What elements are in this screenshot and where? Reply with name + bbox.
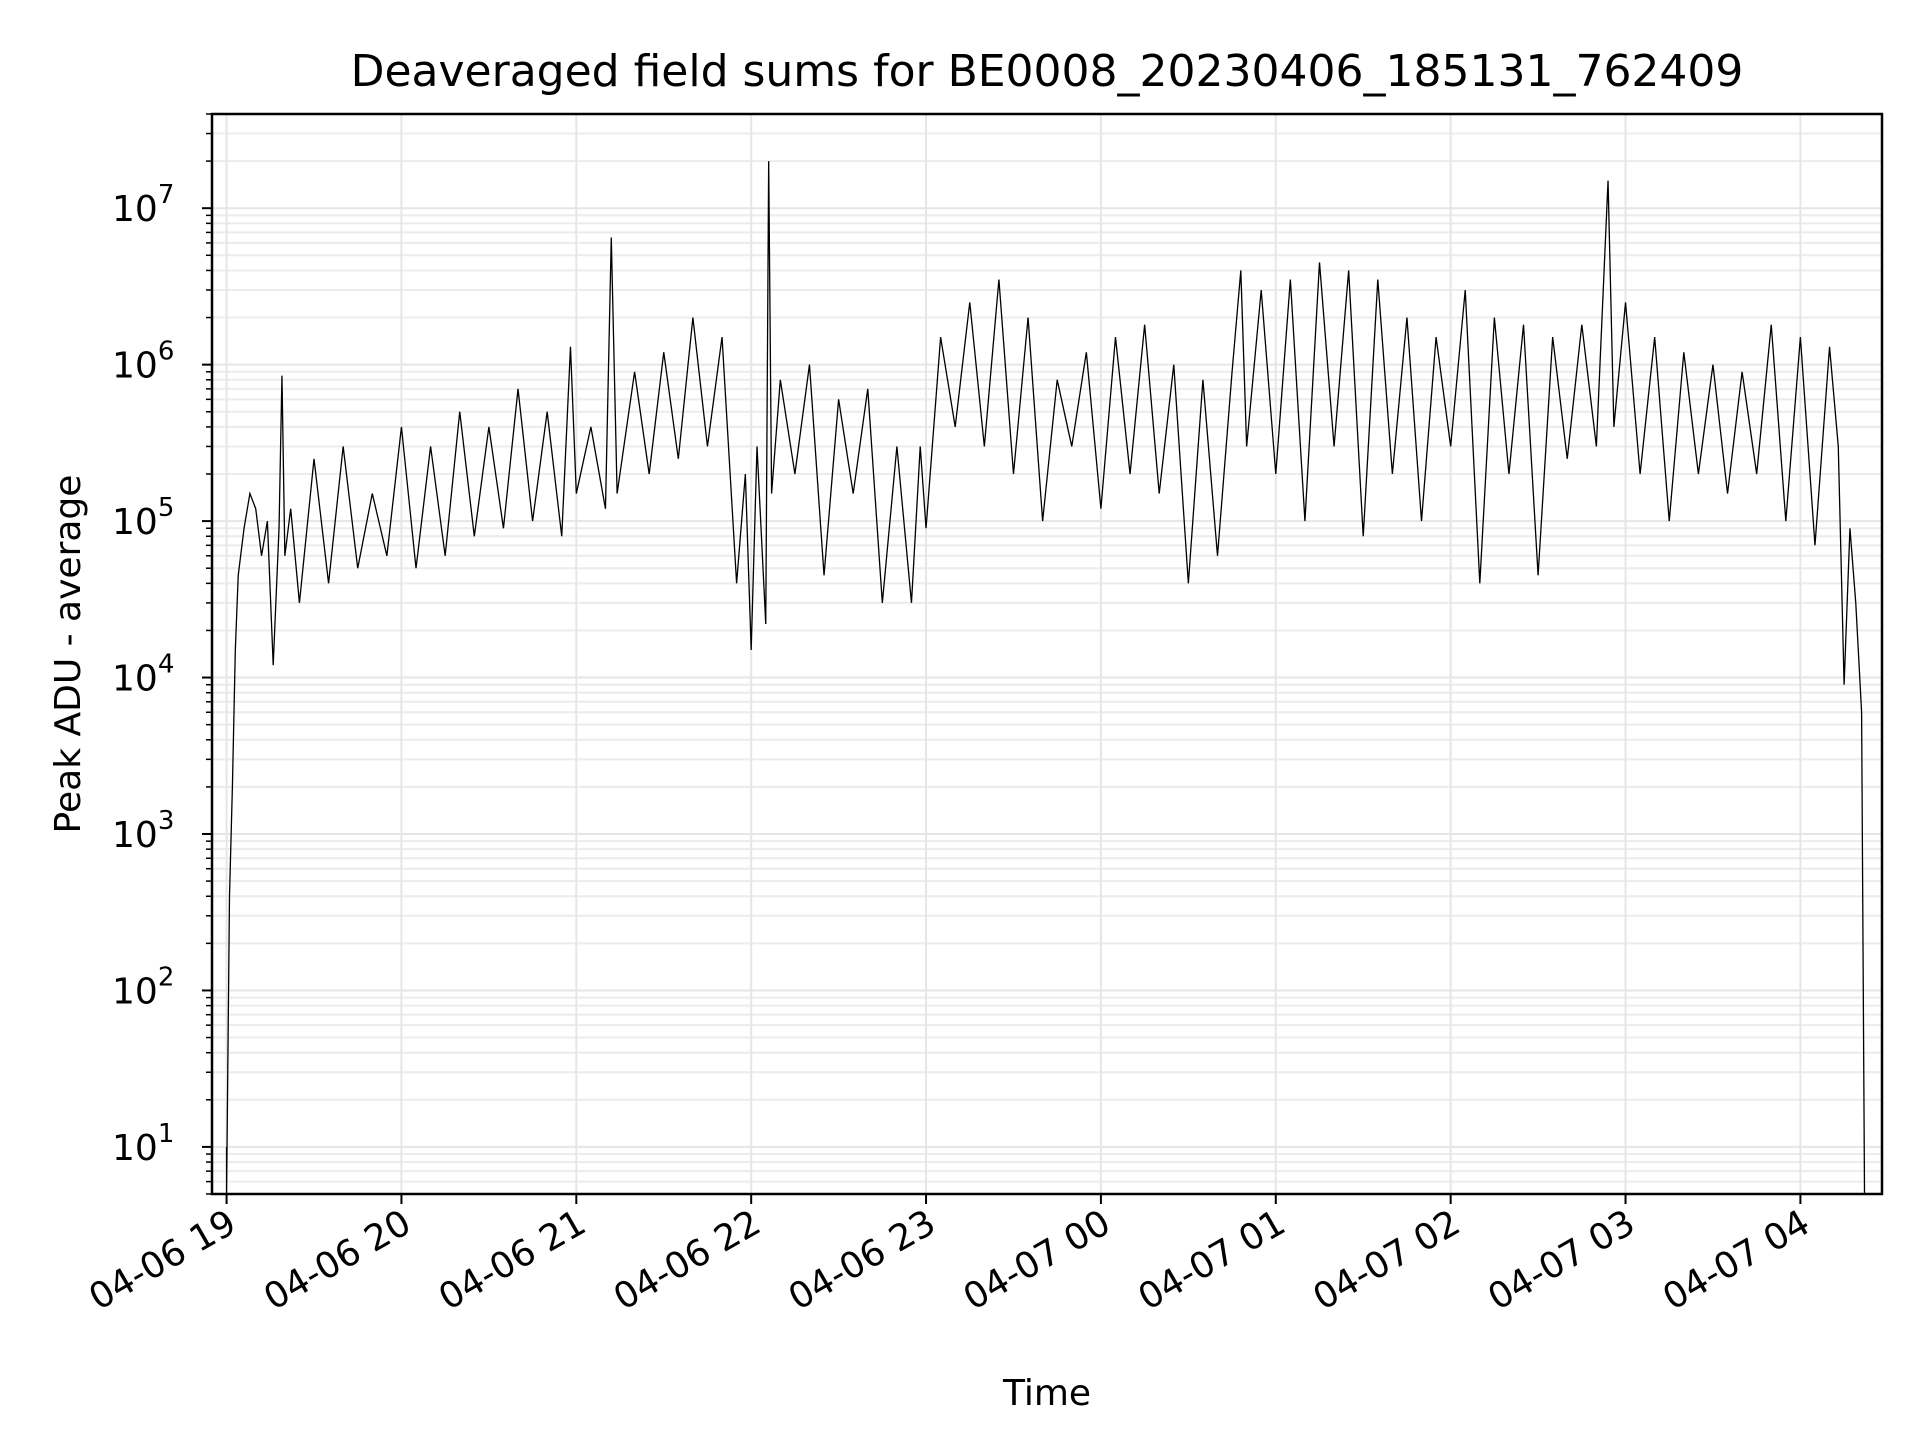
chart-title: Deaveraged field sums for BE0008_2023040… (351, 46, 1744, 97)
y-tick-label: 105 (112, 493, 174, 543)
y-tick-label: 107 (112, 180, 174, 230)
x-axis-label: Time (1002, 1373, 1091, 1414)
series-line-0 (225, 161, 1866, 1195)
y-tick-label: 101 (112, 1119, 174, 1169)
grid (212, 113, 1882, 1195)
y-axis-label: Peak ADU - average (48, 475, 89, 834)
y-tick-label: 102 (112, 962, 174, 1012)
y-tick-label: 103 (112, 806, 174, 856)
y-tick-label: 104 (112, 650, 174, 700)
plot-frame (210, 112, 1884, 1196)
series-layer (225, 161, 1866, 1195)
y-tick-label: 106 (112, 337, 174, 387)
